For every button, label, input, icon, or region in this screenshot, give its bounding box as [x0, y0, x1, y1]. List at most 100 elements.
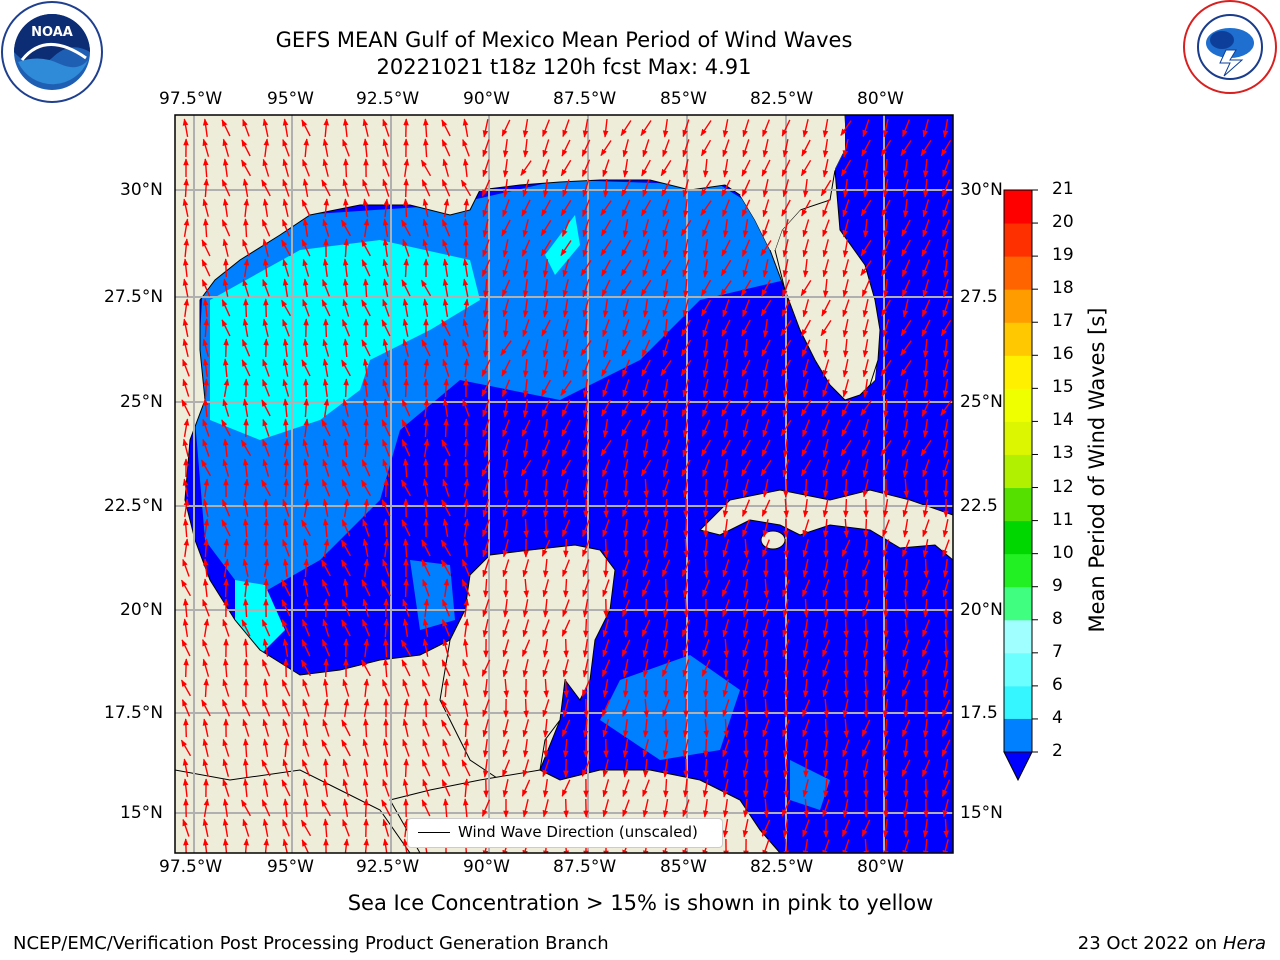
- wave-direction-arrow: [760, 299, 772, 317]
- wave-direction-arrow: [343, 498, 350, 518]
- wave-direction-arrow: [282, 638, 289, 658]
- wave-direction-arrow: [622, 218, 629, 238]
- colorbar-tick-label: 18: [1052, 278, 1074, 299]
- wave-direction-arrow: [883, 658, 889, 678]
- wave-direction-arrow: [682, 439, 690, 458]
- lon-bottom-label-4: 90°W: [463, 857, 510, 877]
- wave-direction-arrow: [463, 718, 469, 738]
- wave-direction-arrow: [262, 438, 270, 457]
- wave-direction-arrow: [522, 559, 530, 578]
- wave-direction-arrow: [221, 179, 231, 197]
- wave-direction-arrow: [420, 159, 432, 177]
- wave-direction-arrow: [641, 419, 651, 437]
- wave-direction-arrow: [263, 518, 269, 538]
- wave-direction-arrow: [321, 419, 331, 437]
- wave-direction-arrow: [741, 459, 751, 477]
- wave-direction-arrow: [640, 120, 652, 137]
- wave-direction-arrow: [742, 559, 750, 578]
- wave-direction-arrow: [900, 360, 912, 377]
- wave-direction-arrow: [382, 398, 389, 418]
- wave-direction-arrow: [383, 538, 390, 557]
- wave-direction-arrow: [680, 220, 692, 237]
- wave-direction-arrow: [240, 159, 252, 177]
- wave-direction-arrow: [882, 459, 890, 478]
- wave-direction-arrow: [683, 598, 690, 618]
- wave-direction-arrow: [601, 279, 611, 297]
- wave-direction-arrow: [922, 358, 929, 378]
- wave-direction-arrow: [441, 319, 451, 337]
- wave-direction-arrow: [543, 738, 549, 758]
- wave-direction-arrow: [880, 440, 892, 457]
- wave-direction-arrow: [382, 218, 389, 238]
- wave-direction-arrow: [601, 259, 611, 277]
- wave-direction-arrow: [742, 619, 749, 638]
- wave-direction-arrow: [382, 338, 389, 357]
- wave-direction-arrow: [463, 478, 470, 498]
- wave-direction-arrow: [722, 379, 729, 398]
- wave-direction-arrow: [521, 239, 531, 257]
- wave-direction-arrow: [622, 579, 629, 598]
- wave-direction-arrow: [482, 159, 490, 178]
- wave-direction-arrow: [802, 419, 810, 438]
- colorbar-extend-triangle: [1003, 751, 1033, 782]
- wave-direction-arrow: [883, 598, 889, 618]
- wave-direction-arrow: [402, 238, 410, 257]
- wave-direction-arrow: [862, 559, 870, 578]
- wave-direction-arrow: [582, 418, 589, 438]
- wave-direction-arrow: [922, 259, 930, 278]
- wave-direction-arrow: [822, 239, 829, 258]
- wave-direction-arrow: [302, 258, 310, 277]
- lon-top-label-8: 80°W: [857, 89, 904, 109]
- wave-direction-arrow: [400, 479, 412, 497]
- wave-direction-arrow: [482, 619, 489, 638]
- wave-direction-arrow: [603, 558, 609, 578]
- wave-direction-arrow: [802, 259, 809, 278]
- colorbar-segment: [1004, 685, 1032, 720]
- wave-direction-arrow: [462, 138, 470, 157]
- wave-direction-arrow: [800, 319, 812, 337]
- wave-direction-arrow: [640, 459, 652, 477]
- wave-direction-arrow: [622, 559, 630, 578]
- wave-direction-arrow: [782, 439, 789, 458]
- wave-direction-arrow: [542, 339, 549, 358]
- wave-direction-arrow: [421, 539, 431, 557]
- wave-direction-arrow: [801, 579, 811, 597]
- wave-direction-arrow: [741, 319, 751, 337]
- wave-direction-arrow: [263, 338, 269, 358]
- wave-direction-arrow: [423, 458, 429, 478]
- wave-direction-arrow: [541, 539, 551, 557]
- wave-direction-arrow: [243, 478, 250, 497]
- wave-direction-arrow: [422, 198, 429, 217]
- wave-direction-arrow: [301, 519, 311, 537]
- wave-direction-arrow: [842, 219, 849, 238]
- wave-direction-arrow: [462, 638, 469, 657]
- wave-direction-arrow: [563, 638, 569, 658]
- wave-direction-arrow: [642, 259, 650, 278]
- wave-direction-arrow: [582, 359, 590, 378]
- wave-direction-arrow: [443, 198, 450, 218]
- wave-direction-arrow: [261, 399, 271, 417]
- wave-direction-arrow: [263, 578, 269, 598]
- wave-direction-arrow: [940, 400, 952, 416]
- wave-direction-arrow: [722, 219, 729, 238]
- wave-direction-arrow: [182, 118, 189, 138]
- wave-direction-arrow: [741, 199, 751, 217]
- wave-direction-arrow: [801, 439, 811, 457]
- wave-direction-arrow: [363, 438, 370, 458]
- wave-direction-arrow: [921, 299, 931, 317]
- wave-direction-arrow: [282, 538, 290, 557]
- wave-direction-arrow: [302, 218, 309, 238]
- wave-direction-arrow: [783, 778, 789, 798]
- wave-direction-arrow: [842, 359, 849, 378]
- wave-direction-arrow: [183, 838, 189, 853]
- wave-direction-arrow: [662, 239, 669, 258]
- wave-direction-arrow: [781, 279, 791, 297]
- wave-direction-arrow: [422, 578, 430, 597]
- colorbar-tick-label: 2: [1052, 741, 1063, 761]
- wave-direction-arrow: [700, 120, 712, 137]
- wave-direction-arrow: [202, 638, 210, 657]
- wave-direction-arrow: [360, 479, 372, 497]
- wave-direction-arrow: [363, 798, 369, 818]
- wave-direction-arrow: [801, 339, 811, 357]
